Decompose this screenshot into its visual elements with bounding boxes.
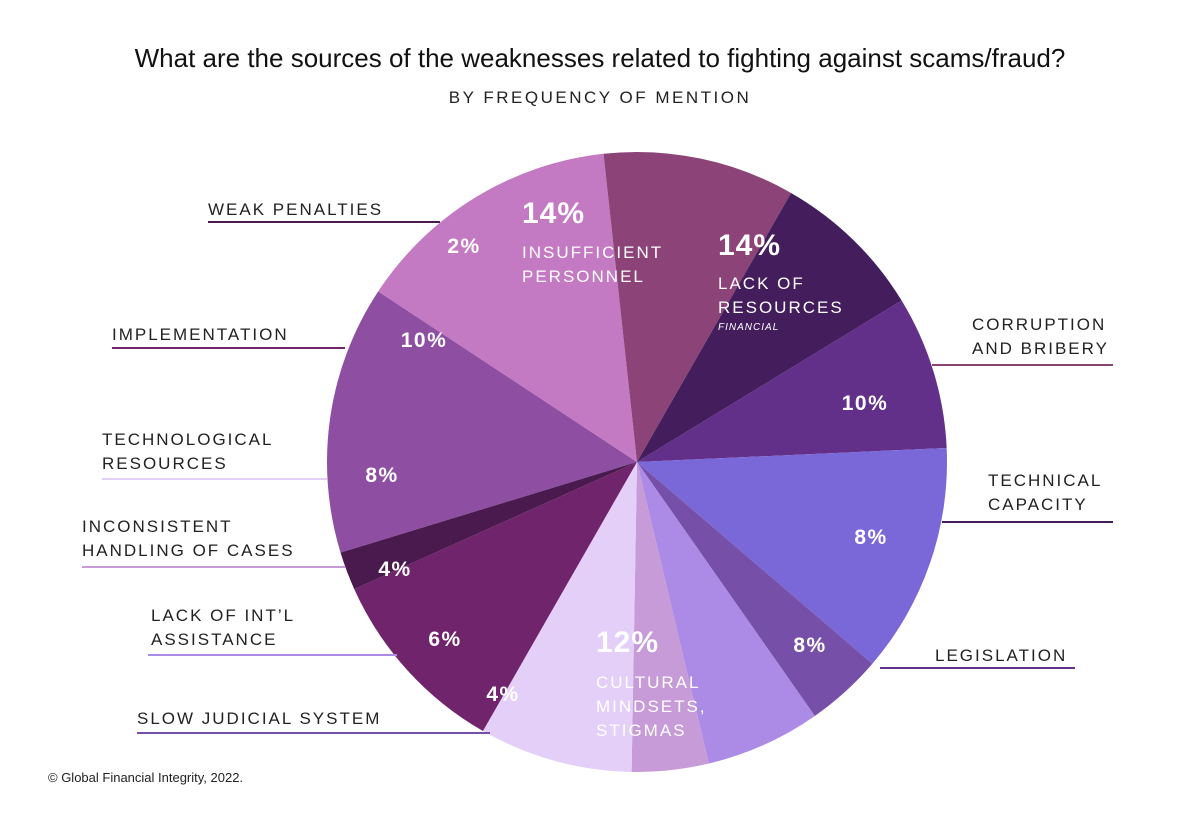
category-label-technological-resources: TECHNOLOGICAL RESOURCES [102,430,273,473]
pie-slice-technical-capacity [637,192,902,463]
label-leader-lines [82,221,1113,734]
pie-slice-technological-resources [482,462,637,772]
category-label-insufficient-personnel-line: PERSONNEL [522,267,645,286]
pie-slice-legislation [637,300,947,462]
category-label-legislation-line: LEGISLATION [935,646,1067,665]
category-label-technical-capacity-line: TECHNICAL [988,471,1102,490]
value-label-slow-judicial-system: 4% [486,683,519,706]
category-label-cultural-mindsets-stigmas-line: MINDSETS, [596,697,707,716]
category-sublabel-lack-of-resources: FINANCIAL [718,322,779,333]
pie-slice-insufficient-personnel [327,291,637,553]
pie-slice-lack-of-resources [378,153,637,462]
category-label-lack-of-resources-line: LACK OF [718,274,805,293]
value-label-corruption-and-bribery: 10% [842,392,889,415]
value-label-implementation: 10% [401,329,448,352]
value-label-lack-of-resources: 14% [718,229,781,262]
category-label-technical-capacity: TECHNICAL CAPACITY [988,471,1102,514]
category-label-corruption-and-bribery: CORRUPTION AND BRIBERY [972,315,1109,358]
pie-slice-slow-judicial-system [637,462,873,716]
pie-slice-inconsistent-handling-of-cases [631,462,709,772]
category-label-inconsistent-handling-of-cases-line: INCONSISTENT [82,517,233,536]
chart-subtitle: BY FREQUENCY OF MENTION [449,88,751,107]
category-label-technical-capacity-line: CAPACITY [988,495,1088,514]
category-label-lack-of-intl-assistance: LACK OF INT’L ASSISTANCE [151,606,295,649]
value-label-insufficient-personnel: 14% [522,197,585,230]
category-label-cultural-mindsets-stigmas-line: STIGMAS [596,721,687,740]
value-label-cultural-mindsets-stigmas: 12% [596,626,659,659]
category-label-slow-judicial-system: SLOW JUDICIAL SYSTEM [137,709,381,728]
value-label-inconsistent-handling-of-cases: 4% [378,558,411,581]
category-label-insufficient-personnel-line: INSUFFICIENT [522,243,663,262]
category-label-inconsistent-handling-of-cases-line: HANDLING OF CASES [82,541,295,560]
pie-slice-weak-penalties [340,462,637,590]
category-label-insufficient-personnel: INSUFFICIENT PERSONNEL [522,243,663,286]
category-label-cultural-mindsets-stigmas-line: CULTURAL [596,673,700,692]
value-label-technological-resources: 8% [365,464,398,487]
category-label-weak-penalties-line: WEAK PENALTIES [208,200,383,219]
pie-slice-lack-of-intl-assistance [637,462,815,764]
category-label-lack-of-resources: LACK OF RESOURCES [718,274,844,317]
category-label-lack-of-resources-line: RESOURCES [718,298,844,317]
category-label-corruption-and-bribery-line: CORRUPTION [972,315,1106,334]
value-label-weak-penalties: 2% [447,235,480,258]
category-label-weak-penalties: WEAK PENALTIES [208,200,383,219]
category-label-lack-of-intl-assistance-line: LACK OF INT’L [151,606,295,625]
value-label-legislation: 8% [793,634,826,657]
category-label-lack-of-intl-assistance-line: ASSISTANCE [151,630,277,649]
pie-slice-corruption-and-bribery [603,151,792,462]
value-label-lack-of-intl-assistance: 6% [428,628,461,651]
category-label-inconsistent-handling-of-cases: INCONSISTENT HANDLING OF CASES [82,517,295,560]
category-label-legislation: LEGISLATION [935,646,1067,665]
category-label-cultural-mindsets-stigmas: CULTURAL MINDSETS, STIGMAS [596,673,707,740]
pie-slice-cultural-mindsets-stigmas [637,447,947,664]
category-label-technological-resources-line: RESOURCES [102,454,228,473]
chart-title: What are the sources of the weaknesses r… [135,43,1066,73]
pie-slice-implementation [354,462,637,732]
category-label-technological-resources-line: TECHNOLOGICAL [102,430,273,449]
value-label-technical-capacity: 8% [854,526,887,549]
category-label-slow-judicial-system-line: SLOW JUDICIAL SYSTEM [137,709,381,728]
pie-slices [327,151,947,772]
category-label-implementation: IMPLEMENTATION [112,325,289,344]
pie-labels: 14% INSUFFICIENT PERSONNEL 14% LACK OF RESOUR… [82,197,1109,740]
category-label-corruption-and-bribery-line: AND BRIBERY [972,339,1109,358]
copyright-credit: © Global Financial Integrity, 2022. [48,770,243,785]
category-label-implementation-line: IMPLEMENTATION [112,325,289,344]
